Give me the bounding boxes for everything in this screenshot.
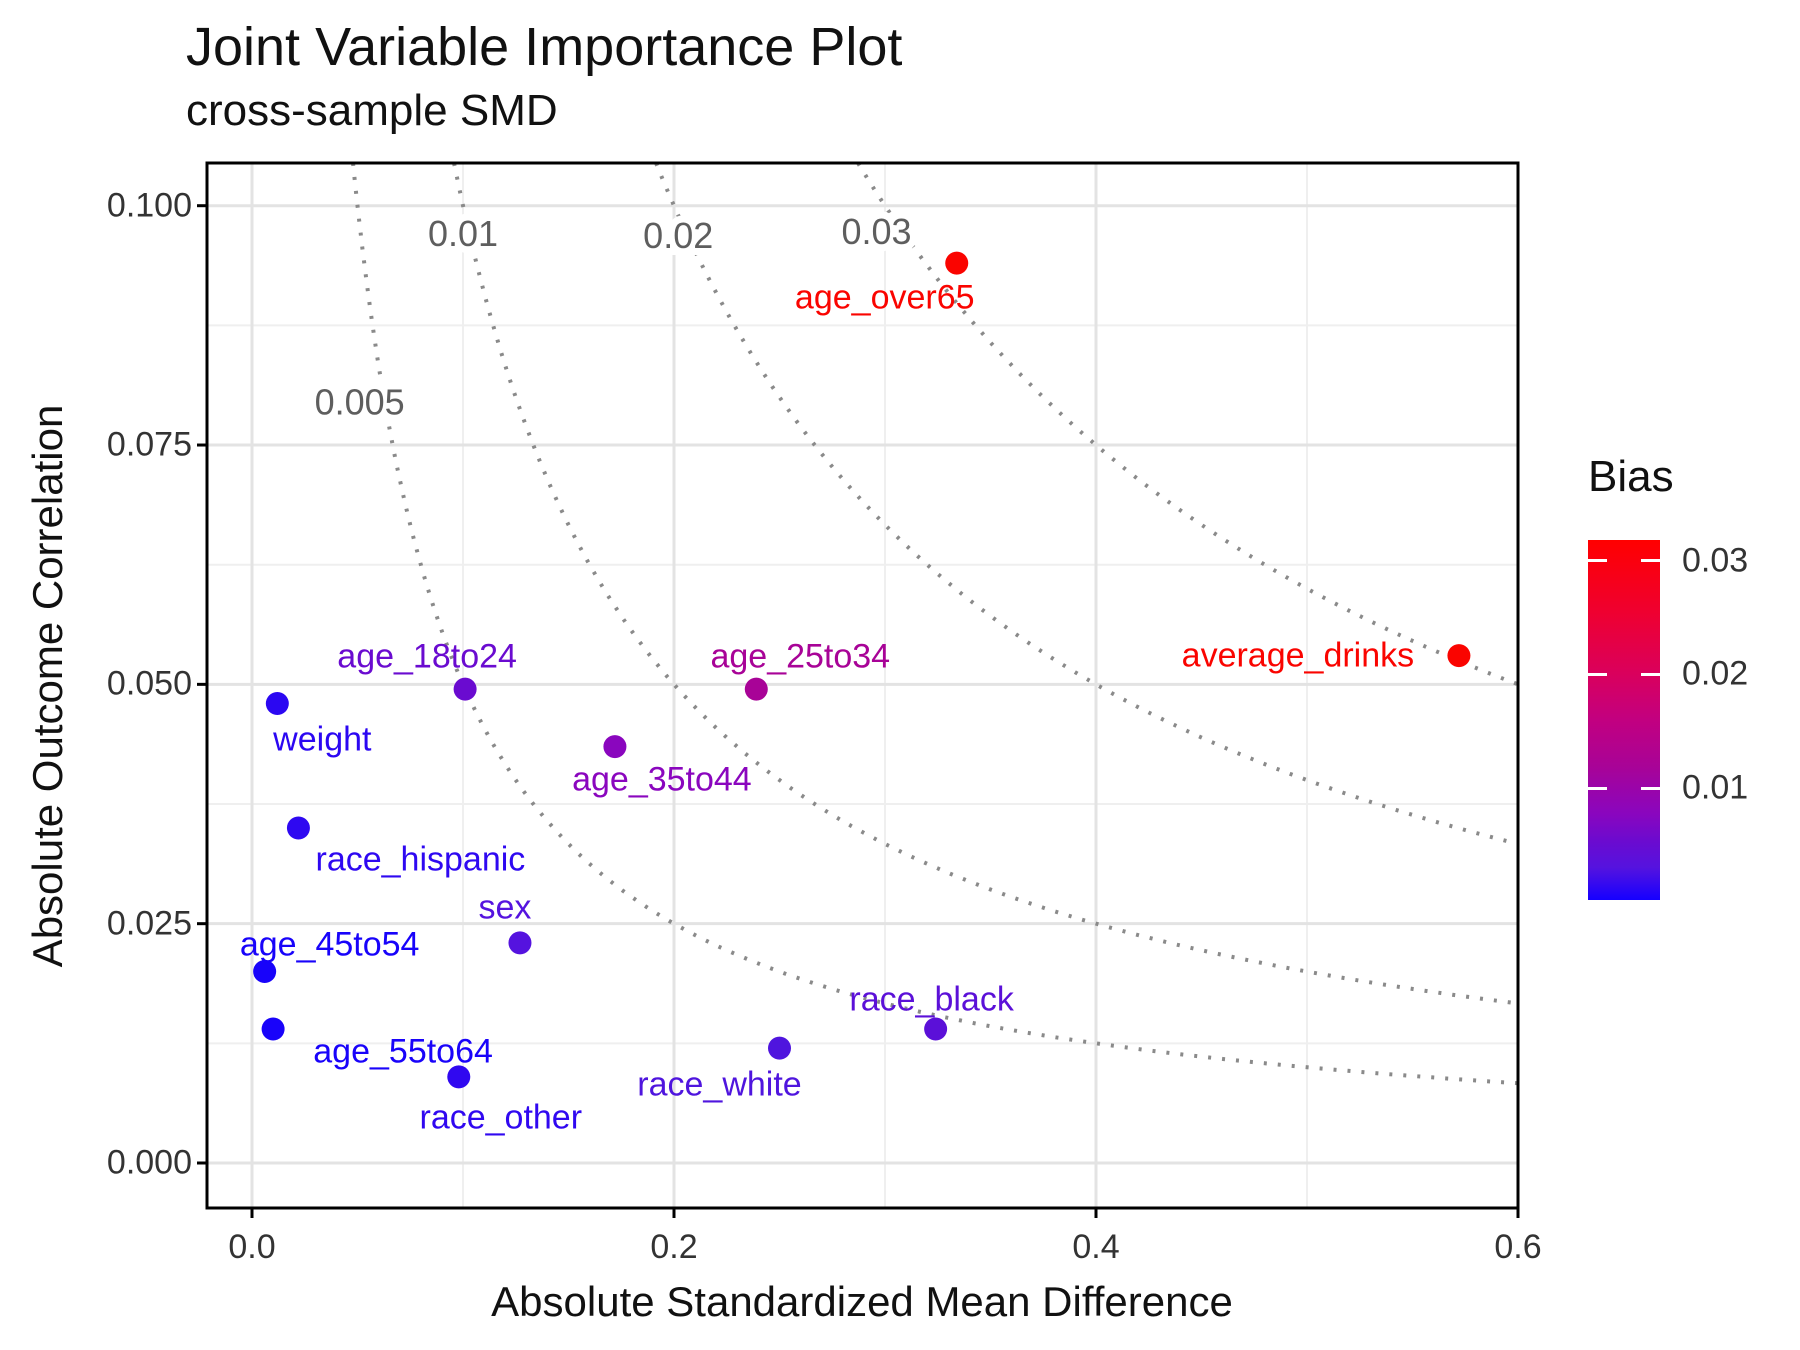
data-point [453,677,477,701]
point-label: age_35to44 [572,760,752,799]
point-label: sex [478,888,532,927]
point-label: race_black [849,980,1014,1019]
contour-line [452,162,1519,1006]
legend-tick-label: 0.01 [1682,768,1749,807]
y-tick-label: 0.000 [106,1143,192,1182]
contour-label: 0.02 [643,215,713,256]
data-point [945,251,969,275]
data-point [744,677,768,701]
x-tick-label: 0.2 [650,1228,698,1266]
point-label: race_other [419,1098,583,1137]
x-tick-label: 0.4 [1072,1228,1120,1266]
data-point [286,816,310,840]
point-label: age_18to24 [337,637,517,676]
point-label: age_45to54 [239,925,420,964]
page-title: Joint Variable Importance Plot [186,17,903,77]
legend-tick [1588,559,1607,562]
x-axis-title: Absolute Standardized Mean Difference [491,1278,1233,1325]
page-subtitle: cross-sample SMD [186,86,558,135]
contour-line [856,161,1519,687]
legend-tick-label: 0.03 [1682,541,1749,579]
legend-tick [1641,559,1660,562]
y-tick-label: 0.075 [106,425,192,464]
data-point [508,931,532,955]
point-label: age_55to64 [313,1032,493,1071]
y-axis-title: Absolute Outcome Correlation [24,404,71,968]
x-tick-label: 0.0 [228,1228,276,1266]
legend-tick [1641,786,1660,790]
y-tick-label: 0.025 [106,904,192,943]
data-point [768,1036,791,1060]
legend-tick [1588,786,1607,790]
point-label: age_25to34 [710,637,891,676]
legend-tick [1588,672,1607,676]
legend-colorbar [1588,540,1660,900]
y-tick-label: 0.100 [106,186,192,225]
legend-title: Bias [1588,452,1674,501]
data-point [603,735,627,759]
data-point [924,1017,948,1041]
contour-label: 0.01 [428,213,498,254]
point-label: weight [273,720,372,759]
x-tick-label: 0.6 [1494,1228,1542,1266]
data-point [253,960,277,984]
data-point [1447,644,1471,668]
contour-label: 0.005 [315,381,405,422]
point-label: race_white [637,1065,802,1104]
point-label: age_over65 [794,278,975,317]
point-label: average_drinks [1181,636,1415,675]
data-point [447,1065,471,1089]
y-tick-label: 0.050 [106,664,192,703]
contour-label: 0.03 [842,211,912,252]
data-point [265,691,289,715]
legend-tick [1641,672,1660,676]
point-label: race_hispanic [315,840,526,879]
legend-tick-label: 0.02 [1682,654,1749,693]
data-point [261,1017,285,1041]
